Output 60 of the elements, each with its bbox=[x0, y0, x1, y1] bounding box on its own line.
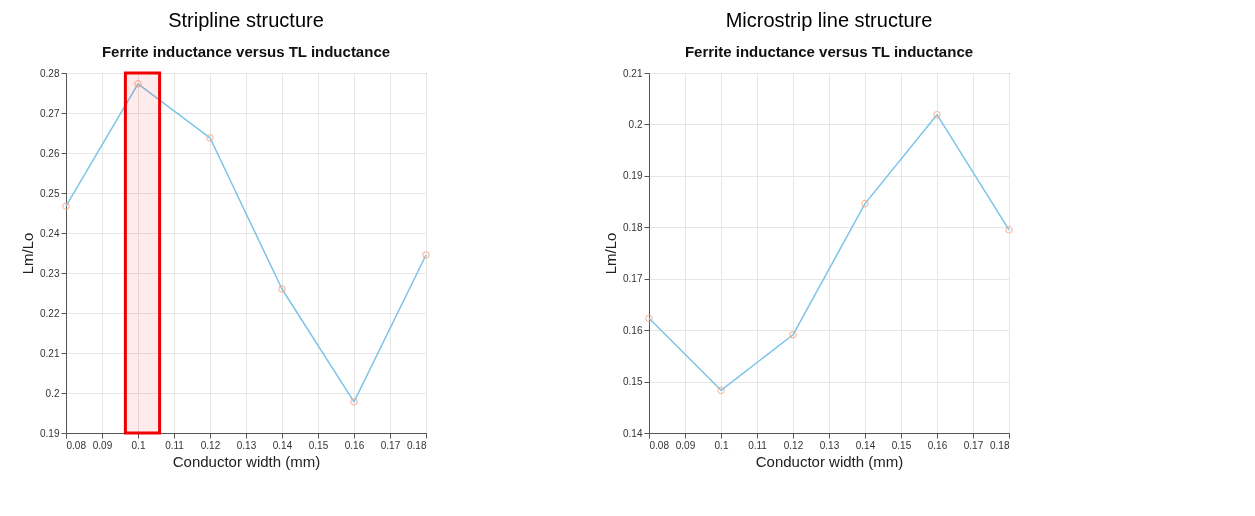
chart-subtitle: Ferrite inductance versus TL inductance bbox=[684, 43, 974, 60]
x-tick-label: 0.1 bbox=[131, 439, 146, 451]
point bbox=[861, 199, 869, 208]
point bbox=[1005, 226, 1013, 234]
y-tick-label: 0.28 bbox=[40, 67, 60, 79]
y-tick-label: 0.19 bbox=[623, 170, 643, 182]
point bbox=[422, 251, 430, 259]
y-tick-label: 0.21 bbox=[623, 67, 643, 79]
y-tick-label: 0.16 bbox=[623, 324, 643, 336]
chart-title: Microstrip line structure bbox=[725, 9, 933, 31]
y-tick-label: 0.25 bbox=[40, 187, 60, 199]
point bbox=[645, 314, 653, 323]
x-tick-label: 0.12 bbox=[200, 439, 221, 451]
x-tick-label: 0.17 bbox=[963, 439, 984, 451]
x-tick-label: 0.13 bbox=[236, 439, 257, 451]
x-axis-title: Conductor width (mm) bbox=[172, 452, 321, 470]
x-tick-label: 0.18 bbox=[990, 439, 1010, 451]
point bbox=[278, 285, 286, 293]
y-tick-label: 0.21 bbox=[40, 347, 60, 359]
y-tick-label: 0.24 bbox=[40, 227, 60, 239]
point bbox=[206, 134, 214, 142]
x-tick-label: 0.09 bbox=[675, 439, 696, 451]
y-tick-label: 0.27 bbox=[40, 107, 60, 119]
x-tick-label: 0.12 bbox=[783, 439, 804, 451]
x-tick-label: 0.09 bbox=[92, 439, 113, 451]
x-tick-label: 0.18 bbox=[407, 439, 427, 451]
point bbox=[789, 331, 797, 339]
x-tick-label: 0.1 bbox=[714, 439, 729, 451]
x-axis-title: Conductor width (mm) bbox=[755, 452, 904, 470]
y-tick-label: 0.18 bbox=[623, 221, 643, 233]
y-tick-label: 0.22 bbox=[40, 307, 60, 319]
y-tick-label: 0.14 bbox=[623, 427, 643, 439]
y-tick-label: 0.17 bbox=[623, 273, 643, 285]
y-tick-label: 0.2 bbox=[45, 387, 60, 399]
x-tick-label: 0.15 bbox=[308, 439, 329, 451]
x-tick-label: 0.08 bbox=[649, 439, 670, 451]
point bbox=[933, 110, 941, 119]
x-tick-label: 0.14 bbox=[272, 439, 293, 451]
x-tick-label: 0.16 bbox=[344, 439, 365, 451]
y-tick-label: 0.23 bbox=[40, 267, 60, 279]
y-axis-title: Lm/Lo bbox=[19, 232, 37, 275]
x-tick-label: 0.15 bbox=[891, 439, 912, 451]
x-tick-label: 0.13 bbox=[819, 439, 840, 451]
y-axis-title: Lm/Lo bbox=[602, 232, 620, 275]
y-tick-label: 0.2 bbox=[628, 118, 643, 130]
point bbox=[717, 386, 725, 395]
y-tick-label: 0.15 bbox=[623, 376, 643, 388]
chart-subtitle: Ferrite inductance versus TL inductance bbox=[101, 43, 391, 60]
point bbox=[350, 398, 358, 406]
x-tick-label: 0.11 bbox=[165, 439, 185, 451]
x-tick-label: 0.16 bbox=[927, 439, 948, 451]
point bbox=[134, 80, 142, 88]
x-tick-label: 0.11 bbox=[748, 439, 768, 451]
y-tick-label: 0.19 bbox=[40, 427, 60, 439]
chart-title: Stripline structure bbox=[168, 9, 324, 31]
x-tick-label: 0.08 bbox=[66, 439, 87, 451]
y-tick-label: 0.26 bbox=[40, 147, 60, 159]
point bbox=[62, 202, 70, 210]
x-tick-label: 0.14 bbox=[855, 439, 876, 451]
x-tick-label: 0.17 bbox=[380, 439, 401, 451]
